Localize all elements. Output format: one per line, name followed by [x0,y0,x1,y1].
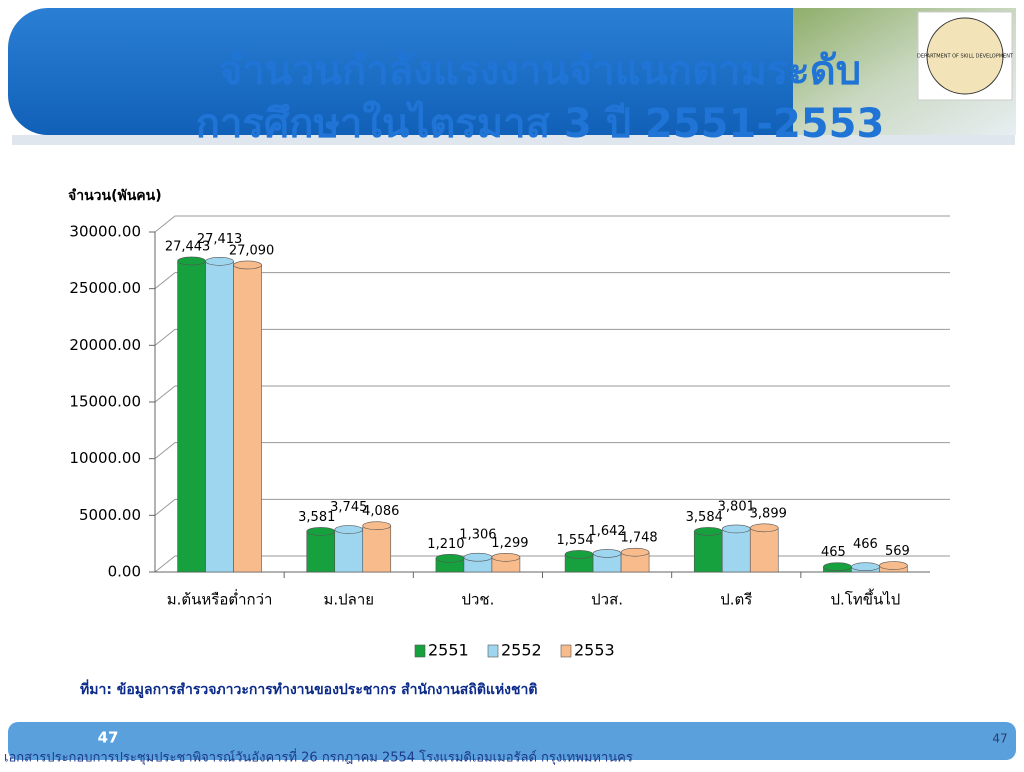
page-number: 47 [992,732,1007,746]
bar-top [177,256,206,266]
value-label: 466 [853,537,878,552]
title-line: การศึกษาในไตรมาส 3 ปี 2551-2553 [196,100,885,147]
grid-line [154,385,950,403]
x-tick-label: ป.ตรี [720,591,752,609]
value-label: 1,210 [427,537,464,552]
x-tick-label: ปวส. [591,591,623,609]
y-tick-label: 30000.00 [69,223,141,241]
value-label: 1,299 [491,536,528,551]
grid-line [154,328,950,346]
bar-top [823,562,852,572]
bar-top [851,562,880,572]
value-label: 1,748 [620,531,657,546]
bar-top [491,552,521,562]
x-tick-label: ม.ปลาย [323,591,374,609]
y-axis-label: จำนวน(พันคน) [68,188,162,204]
value-label: 1,306 [459,528,496,543]
bar-top [693,527,723,536]
logo-circle [926,17,1004,95]
y-tick-label: 15000.00 [69,393,141,411]
grid-line [154,498,950,516]
slide-number: 47 [98,729,119,747]
header-shadow [12,135,1015,145]
bar-top [205,257,234,266]
bar [177,260,206,573]
bar [749,527,779,573]
title-line: จำนวนกำลังแรงงานจำแนกตามระดับ [219,48,861,94]
bar-top [334,525,364,534]
bar [306,531,336,573]
x-tick-label: ม.ต้นหรือต่ำกว่า [167,589,273,609]
value-label: 27,090 [229,243,275,258]
bar-top [362,521,392,530]
legend-label: 2551 [428,641,469,660]
bar-top [564,550,594,559]
bar [334,529,364,573]
value-label: 3,581 [298,510,335,525]
logo-text: DEPARTMENT OF SKILL DEVELOPMENT [917,54,1014,60]
bar-top [233,260,262,270]
bar-top [620,547,650,557]
bar-top [721,524,751,534]
bar-top [879,561,908,570]
y-tick-label: 10000.00 [69,449,141,467]
grid-line [154,555,950,573]
value-label: 3,745 [330,500,367,515]
grid-line [154,272,950,290]
y-tick-label: 25000.00 [69,279,141,297]
bar [233,264,262,573]
bar-top [435,553,465,563]
bar [721,528,751,573]
y-tick-label: 0.00 [108,563,141,581]
value-label: 569 [885,544,910,559]
legend-swatch [560,644,572,658]
legend-swatch [414,644,426,658]
bar-top [463,552,493,562]
y-tick-label: 5000.00 [79,506,141,524]
value-label: 1,642 [588,524,625,539]
value-label: 3,899 [750,506,787,521]
value-label: 3,801 [718,499,755,514]
grid-line [154,442,950,460]
x-tick-label: ป.โทขึ้นไป [831,589,901,609]
grid-line [154,215,950,233]
bar [205,261,234,573]
chart: 0.00 5000.00 10000.00 15000.00 20000.00 25000… [69,215,950,660]
bar-top [592,549,622,558]
value-label: 3,584 [686,510,723,525]
header-band [8,8,1016,135]
bar-top [749,523,779,533]
bar [693,531,723,573]
bar-top [306,527,336,536]
legend-label: 2552 [501,641,542,660]
value-label: 27,443 [165,239,211,254]
source-note: ที่มา: ข้อมูลการสำรวจภาวะการทำงานของประช… [80,679,537,698]
x-tick-label: ปวช. [461,591,494,609]
footer-band [8,722,1016,760]
legend-swatch [487,644,499,658]
value-label: 465 [821,545,846,560]
y-tick-label: 20000.00 [69,336,141,354]
value-label: 1,554 [556,533,593,548]
value-label: 4,086 [362,504,399,519]
value-label: 27,413 [197,232,243,247]
bar [362,525,392,573]
footer-text: เอกสารประกอบการประชุมประชาพิจารณ์วันอังค… [4,749,633,766]
legend-label: 2553 [574,641,615,660]
